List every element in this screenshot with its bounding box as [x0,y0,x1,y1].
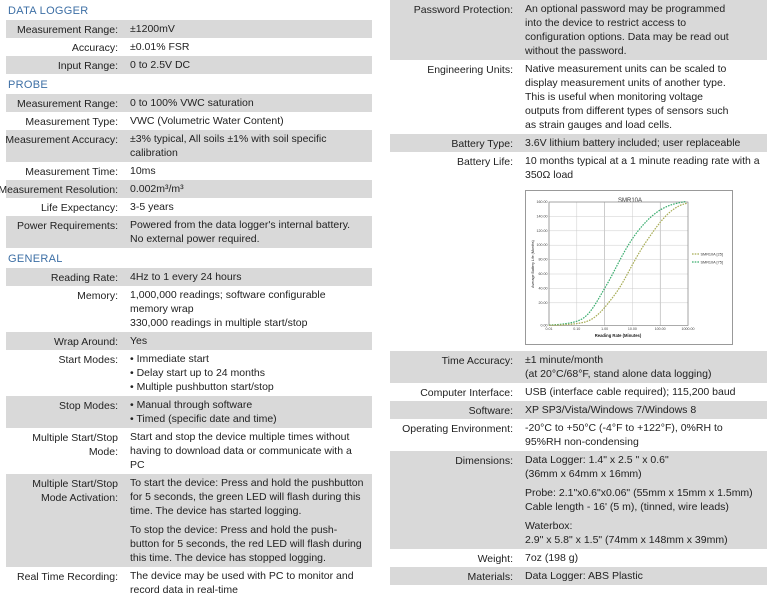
svg-text:SMR10A: SMR10A [618,198,642,204]
svg-text:80.00: 80.00 [539,258,548,262]
svg-text:160.00: 160.00 [537,200,548,204]
svg-text:Reading Rate (Minutes): Reading Rate (Minutes) [595,333,642,338]
svg-text:SMR10A [25]: SMR10A [25] [701,252,723,256]
svg-text:SMR10A [75]: SMR10A [75] [701,260,723,264]
svg-text:100.00: 100.00 [537,243,548,247]
svg-text:100.00: 100.00 [655,327,666,331]
svg-text:Average Battery Life (Months): Average Battery Life (Months) [531,240,535,288]
svg-text:1000.00: 1000.00 [682,327,695,331]
svg-text:1.00: 1.00 [601,327,608,331]
svg-text:120.00: 120.00 [537,229,548,233]
svg-text:20.00: 20.00 [539,301,548,305]
svg-text:140.00: 140.00 [537,214,548,218]
svg-text:0.01: 0.01 [546,327,553,331]
svg-text:60.00: 60.00 [539,272,548,276]
svg-text:10.00: 10.00 [628,327,637,331]
svg-text:0.10: 0.10 [573,327,580,331]
svg-text:40.00: 40.00 [539,286,548,290]
